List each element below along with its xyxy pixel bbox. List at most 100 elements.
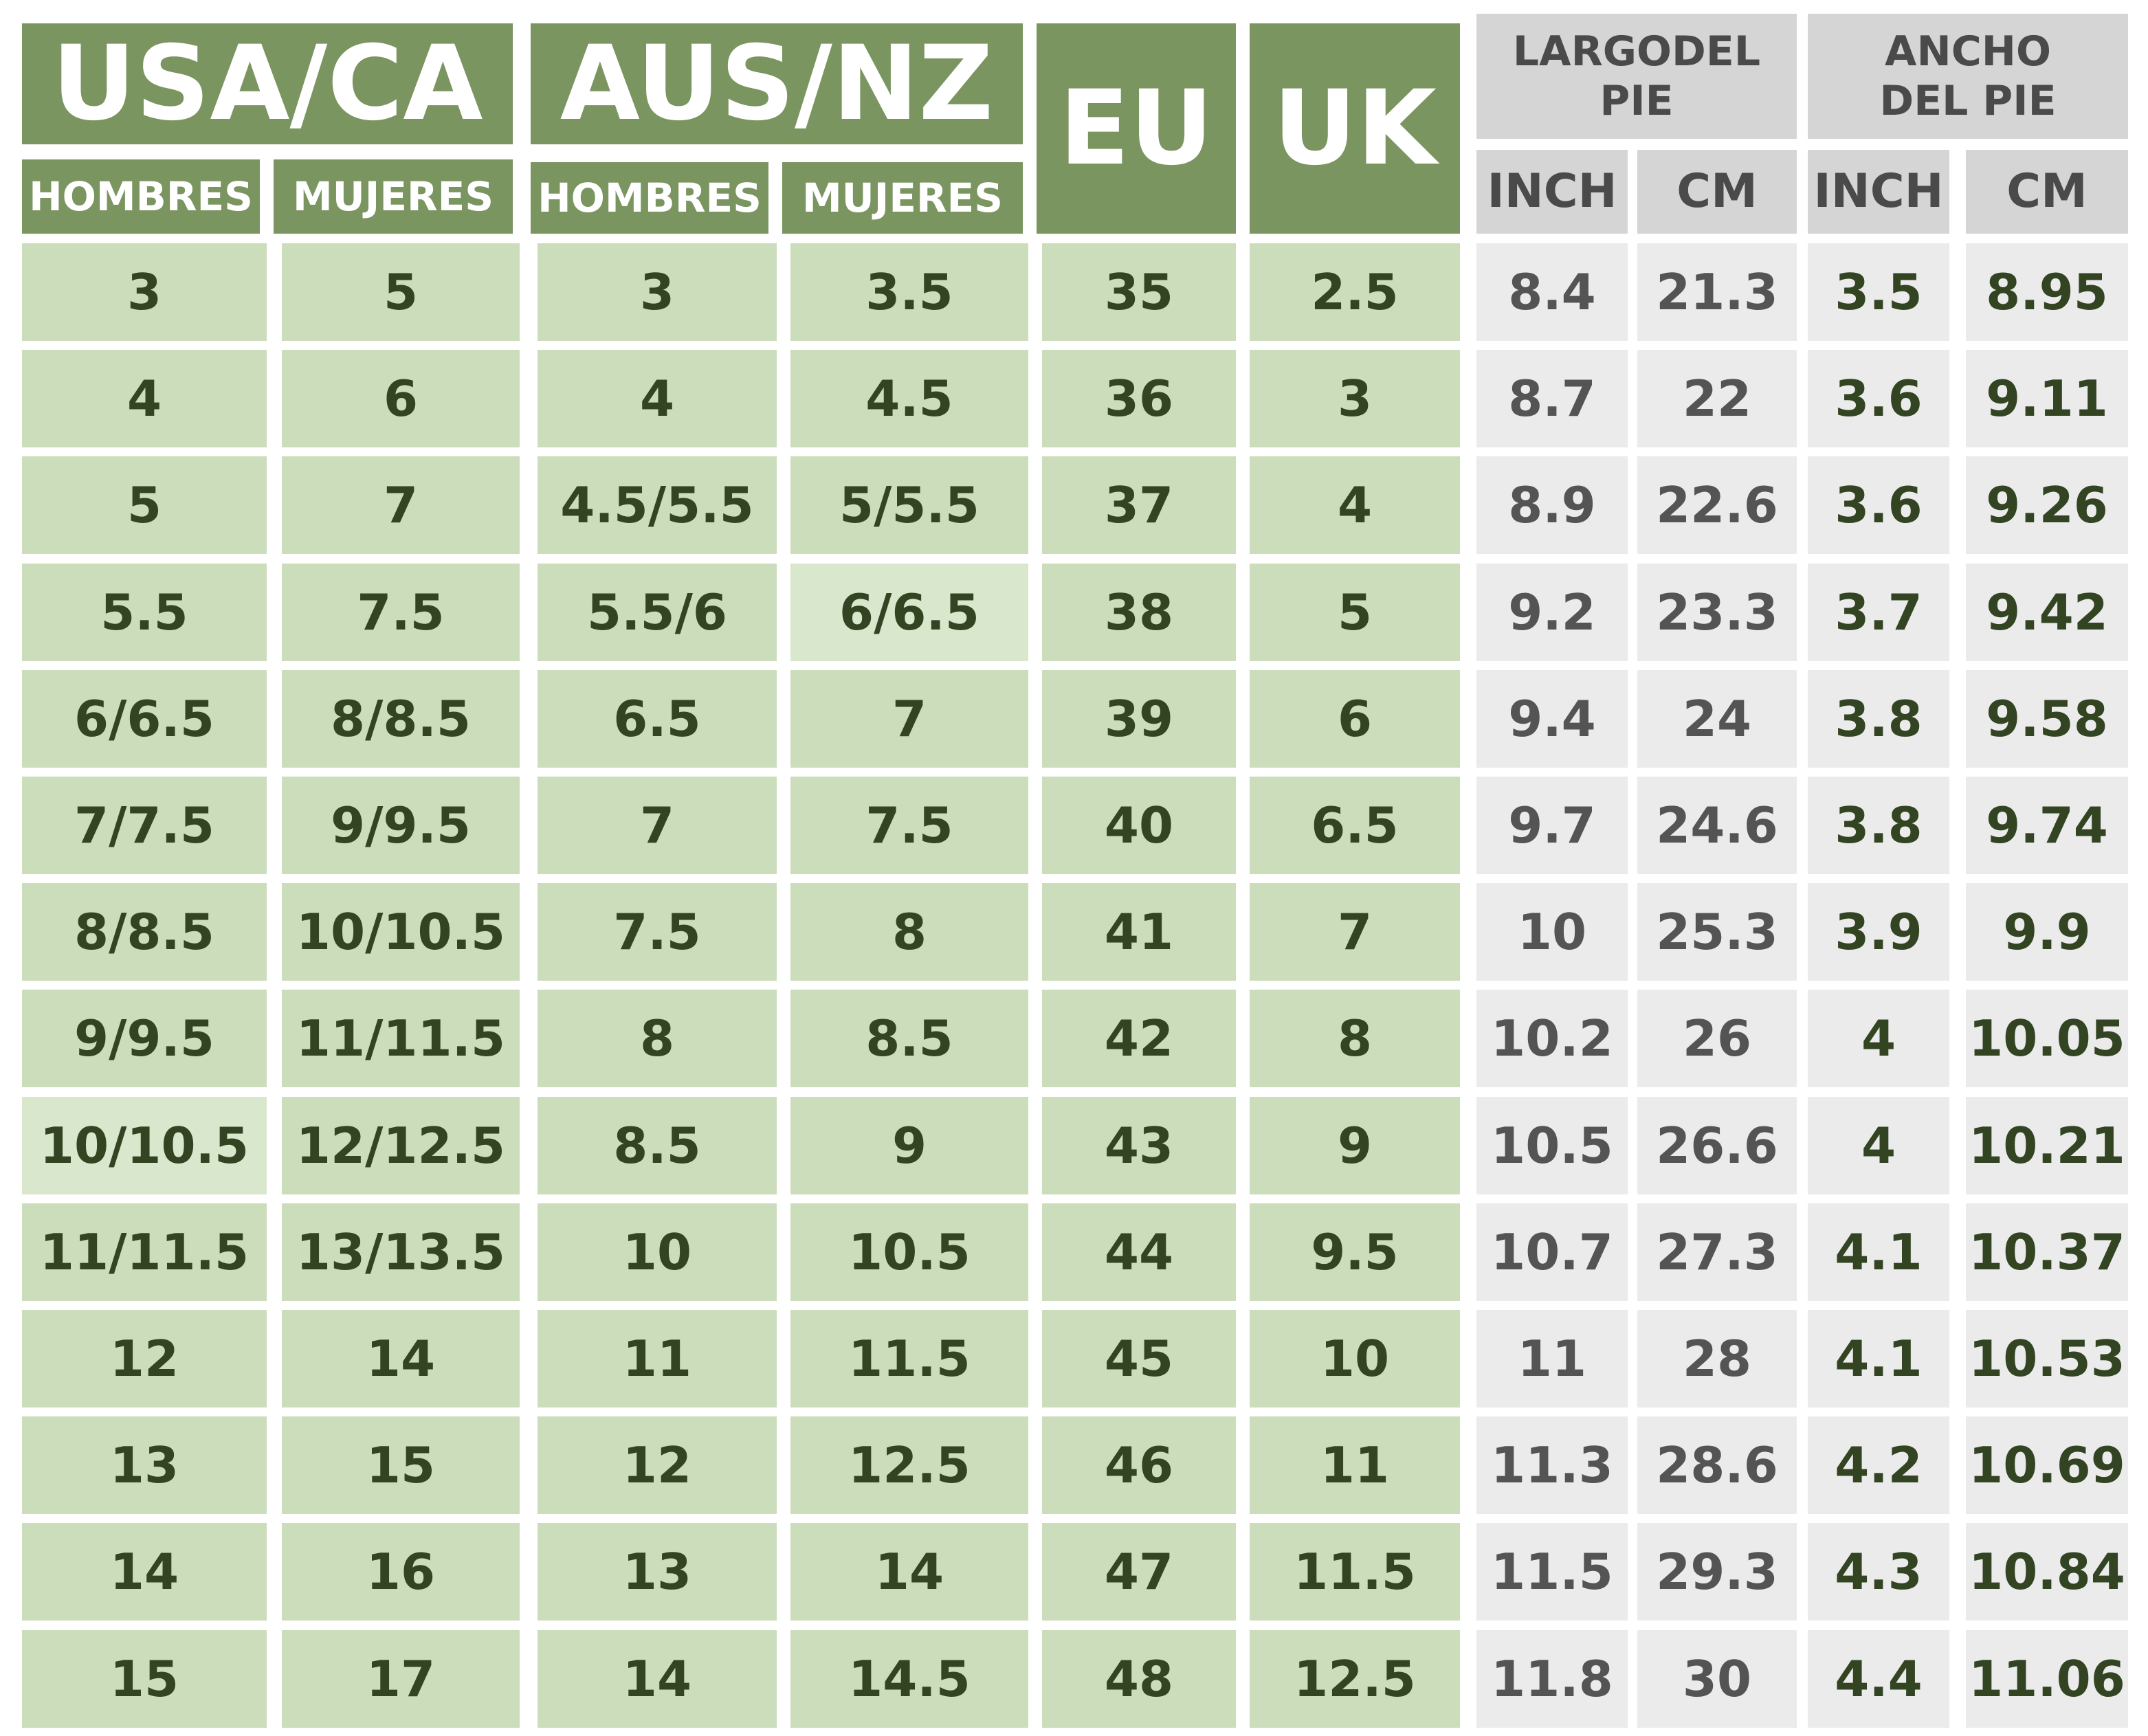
table-cell-r6-c2: 9/9.5	[282, 777, 520, 874]
table-cell-r12-c6: 11	[1250, 1416, 1460, 1514]
table-cell-r10-c9: 4.1	[1808, 1203, 1949, 1301]
subheader-usa-mujeres: MUJERES	[274, 159, 513, 234]
table-cell-r9-c6: 9	[1250, 1097, 1460, 1194]
table-cell-r8-c7: 10.2	[1476, 990, 1628, 1087]
table-cell-r2-c6: 3	[1250, 350, 1460, 447]
table-cell-r11-c2: 14	[282, 1310, 520, 1407]
table-cell-r4-c5: 38	[1042, 564, 1236, 661]
table-cell-r12-c2: 15	[282, 1416, 520, 1514]
table-cell-r12-c9: 4.2	[1808, 1416, 1949, 1514]
table-cell-r9-c3: 8.5	[538, 1097, 777, 1194]
subheader-largo-cm: CM	[1637, 150, 1797, 234]
table-cell-r3-c3: 4.5/5.5	[538, 456, 777, 554]
table-cell-r7-c1: 8/8.5	[22, 883, 267, 981]
table-cell-r2-c2: 6	[282, 350, 520, 447]
table-cell-r8-c8: 26	[1637, 990, 1797, 1087]
table-cell-r4-c7: 9.2	[1476, 564, 1628, 661]
table-cell-r12-c8: 28.6	[1637, 1416, 1797, 1514]
table-cell-r13-c2: 16	[282, 1523, 520, 1621]
table-cell-r9-c4: 9	[790, 1097, 1028, 1194]
table-cell-r10-c4: 10.5	[790, 1203, 1028, 1301]
table-cell-r13-c7: 11.5	[1476, 1523, 1628, 1621]
table-cell-r14-c5: 48	[1042, 1630, 1236, 1728]
table-cell-r8-c6: 8	[1250, 990, 1460, 1087]
table-cell-r2-c10: 9.11	[1966, 350, 2128, 447]
subheader-aus-mujeres: MUJERES	[782, 162, 1023, 234]
table-cell-r12-c1: 13	[22, 1416, 267, 1514]
table-cell-r10-c6: 9.5	[1250, 1203, 1460, 1301]
table-cell-r3-c6: 4	[1250, 456, 1460, 554]
table-cell-r11-c7: 11	[1476, 1310, 1628, 1407]
table-cell-r5-c2: 8/8.5	[282, 670, 520, 768]
table-cell-r13-c3: 13	[538, 1523, 777, 1621]
table-cell-r11-c1: 12	[22, 1310, 267, 1407]
table-cell-r9-c10: 10.21	[1966, 1097, 2128, 1194]
table-cell-r6-c6: 6.5	[1250, 777, 1460, 874]
table-cell-r2-c3: 4	[538, 350, 777, 447]
table-cell-r6-c1: 7/7.5	[22, 777, 267, 874]
table-cell-r4-c3: 5.5/6	[538, 564, 777, 661]
table-cell-r7-c2: 10/10.5	[282, 883, 520, 981]
table-cell-r10-c5: 44	[1042, 1203, 1236, 1301]
table-cell-r4-c6: 5	[1250, 564, 1460, 661]
table-cell-r8-c5: 42	[1042, 990, 1236, 1087]
table-cell-r5-c5: 39	[1042, 670, 1236, 768]
header-largo-del-pie: LARGODEL PIE	[1476, 14, 1797, 139]
table-cell-r1-c3: 3	[538, 243, 777, 341]
table-cell-r10-c7: 10.7	[1476, 1203, 1628, 1301]
table-cell-r5-c1: 6/6.5	[22, 670, 267, 768]
table-cell-r10-c10: 10.37	[1966, 1203, 2128, 1301]
table-cell-r12-c3: 12	[538, 1416, 777, 1514]
table-cell-r6-c5: 40	[1042, 777, 1236, 874]
table-cell-r1-c1: 3	[22, 243, 267, 341]
table-cell-r8-c1: 9/9.5	[22, 990, 267, 1087]
table-cell-r3-c2: 7	[282, 456, 520, 554]
table-cell-r2-c7: 8.7	[1476, 350, 1628, 447]
table-cell-r11-c9: 4.1	[1808, 1310, 1949, 1407]
table-cell-r7-c7: 10	[1476, 883, 1628, 981]
table-cell-r9-c7: 10.5	[1476, 1097, 1628, 1194]
header-aus-nz: AUS/NZ	[531, 23, 1023, 144]
table-cell-r4-c8: 23.3	[1637, 564, 1797, 661]
table-cell-r7-c5: 41	[1042, 883, 1236, 981]
table-cell-r12-c5: 46	[1042, 1416, 1236, 1514]
table-cell-r14-c6: 12.5	[1250, 1630, 1460, 1728]
table-cell-r14-c1: 15	[22, 1630, 267, 1728]
table-cell-r2-c5: 36	[1042, 350, 1236, 447]
table-cell-r13-c4: 14	[790, 1523, 1028, 1621]
table-cell-r1-c9: 3.5	[1808, 243, 1949, 341]
table-cell-r11-c8: 28	[1637, 1310, 1797, 1407]
table-cell-r11-c3: 11	[538, 1310, 777, 1407]
table-cell-r13-c1: 14	[22, 1523, 267, 1621]
table-cell-r5-c4: 7	[790, 670, 1028, 768]
table-cell-r9-c2: 12/12.5	[282, 1097, 520, 1194]
table-cell-r9-c5: 43	[1042, 1097, 1236, 1194]
table-cell-r8-c9: 4	[1808, 990, 1949, 1087]
table-cell-r8-c4: 8.5	[790, 990, 1028, 1087]
table-cell-r14-c4: 14.5	[790, 1630, 1028, 1728]
table-cell-r14-c9: 4.4	[1808, 1630, 1949, 1728]
table-cell-r8-c2: 11/11.5	[282, 990, 520, 1087]
table-cell-r4-c4: 6/6.5	[790, 564, 1028, 661]
table-cell-r3-c7: 8.9	[1476, 456, 1628, 554]
table-cell-r13-c5: 47	[1042, 1523, 1236, 1621]
table-cell-r4-c2: 7.5	[282, 564, 520, 661]
table-cell-r3-c5: 37	[1042, 456, 1236, 554]
subheader-ancho-inch: INCH	[1808, 150, 1949, 234]
table-cell-r5-c10: 9.58	[1966, 670, 2128, 768]
subheader-largo-inch: INCH	[1476, 150, 1628, 234]
table-cell-r11-c6: 10	[1250, 1310, 1460, 1407]
table-cell-r5-c9: 3.8	[1808, 670, 1949, 768]
table-cell-r1-c10: 8.95	[1966, 243, 2128, 341]
table-cell-r6-c7: 9.7	[1476, 777, 1628, 874]
table-cell-r1-c4: 3.5	[790, 243, 1028, 341]
table-cell-r2-c1: 4	[22, 350, 267, 447]
table-cell-r2-c4: 4.5	[790, 350, 1028, 447]
table-cell-r12-c10: 10.69	[1966, 1416, 2128, 1514]
table-cell-r3-c4: 5/5.5	[790, 456, 1028, 554]
table-cell-r1-c2: 5	[282, 243, 520, 341]
table-cell-r10-c2: 13/13.5	[282, 1203, 520, 1301]
table-cell-r7-c10: 9.9	[1966, 883, 2128, 981]
table-cell-r7-c3: 7.5	[538, 883, 777, 981]
subheader-aus-hombres: HOMBRES	[531, 162, 768, 234]
